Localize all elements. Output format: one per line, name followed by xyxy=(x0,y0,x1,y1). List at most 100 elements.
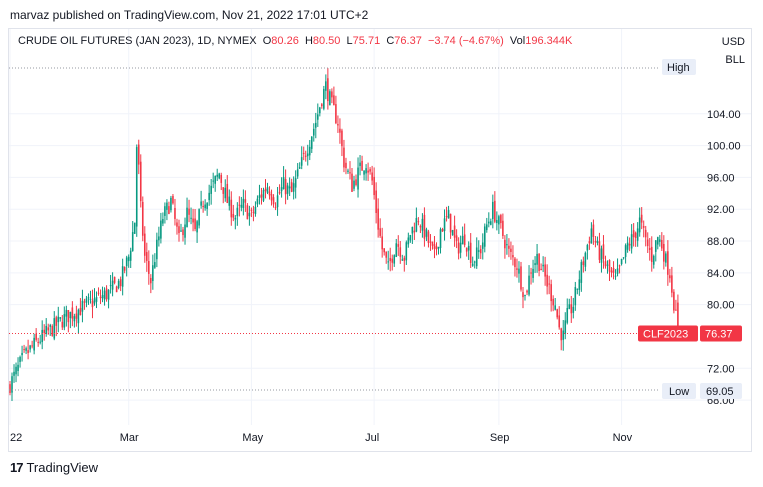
candle xyxy=(170,195,172,213)
candle xyxy=(323,85,325,111)
low-value: 75.71 xyxy=(352,35,381,47)
candle xyxy=(449,213,452,239)
y-tick-label: 100.00 xyxy=(707,141,741,153)
candle xyxy=(312,123,315,142)
candle xyxy=(226,175,229,204)
candle xyxy=(411,226,414,244)
footer[interactable]: 17 TradingView xyxy=(10,460,98,475)
candle xyxy=(117,278,120,290)
brand-name: TradingView xyxy=(26,460,99,475)
candle xyxy=(55,315,58,337)
candle xyxy=(610,267,613,278)
ohlc-legend: CRUDE OIL FUTURES (JAN 2023), 1D, NYMEX … xyxy=(18,35,572,47)
candle xyxy=(105,285,108,302)
candle xyxy=(137,139,140,175)
candle xyxy=(49,323,52,336)
y-tick-label: 72.00 xyxy=(707,363,735,375)
candle xyxy=(586,243,589,260)
candle xyxy=(182,226,184,242)
y-tick-label: 88.00 xyxy=(707,236,735,248)
candle xyxy=(576,288,579,295)
candle xyxy=(270,189,273,206)
unit-label: BLL xyxy=(725,54,745,66)
close-value: 76.37 xyxy=(394,35,422,47)
high-value: 80.50 xyxy=(312,35,341,47)
candle xyxy=(146,242,148,272)
candle xyxy=(160,212,162,244)
candle xyxy=(671,266,673,298)
candle xyxy=(415,207,418,233)
change-value: −3.74 (−4.67%) xyxy=(427,35,504,47)
candle xyxy=(232,204,235,222)
candle xyxy=(268,186,271,200)
candle xyxy=(598,232,601,264)
candle xyxy=(413,222,416,240)
candle xyxy=(363,170,365,181)
candle xyxy=(393,254,396,267)
candle xyxy=(335,95,337,125)
grid-lines xyxy=(9,29,751,425)
candle xyxy=(441,227,444,232)
candle xyxy=(656,236,659,250)
candle xyxy=(246,203,249,220)
candle xyxy=(465,247,468,257)
candle xyxy=(423,207,426,247)
candle xyxy=(327,68,329,110)
candle xyxy=(594,235,597,248)
candle xyxy=(642,220,645,238)
candle xyxy=(166,199,168,221)
candle xyxy=(13,364,15,383)
candle xyxy=(196,219,198,243)
candle xyxy=(481,233,484,260)
candle xyxy=(349,161,351,180)
open-key: O xyxy=(262,35,272,47)
candle xyxy=(61,315,64,330)
candle xyxy=(512,245,514,266)
candle xyxy=(435,242,438,256)
candle xyxy=(622,257,625,260)
candle xyxy=(11,372,13,402)
candle xyxy=(389,247,392,272)
candle xyxy=(174,198,176,226)
candle xyxy=(431,241,434,250)
candle xyxy=(518,261,520,283)
candle xyxy=(592,219,595,245)
candle xyxy=(321,102,323,109)
candle xyxy=(485,217,488,233)
candle xyxy=(496,211,498,231)
candle xyxy=(43,324,45,341)
candle xyxy=(608,259,611,281)
candle xyxy=(341,128,343,157)
candle xyxy=(475,237,478,269)
candle xyxy=(63,306,66,331)
candle xyxy=(230,191,233,226)
candle xyxy=(77,308,80,334)
candle xyxy=(180,223,182,232)
candle xyxy=(542,256,544,272)
candle xyxy=(266,182,269,195)
candle xyxy=(200,190,202,209)
candle xyxy=(127,254,130,268)
close-key: C xyxy=(386,35,395,47)
candle xyxy=(252,205,255,222)
candle xyxy=(624,243,627,264)
candle xyxy=(419,224,422,234)
candle xyxy=(319,106,321,117)
candle xyxy=(210,178,212,205)
candle xyxy=(194,208,196,232)
volume-value: 196.344K xyxy=(525,35,573,47)
candle xyxy=(129,247,132,269)
candle xyxy=(256,195,259,208)
last-price-tag xyxy=(700,325,742,342)
candle xyxy=(461,226,464,245)
candle xyxy=(47,323,50,335)
candle xyxy=(648,237,651,261)
candle xyxy=(190,207,192,225)
candle xyxy=(218,172,221,180)
candle xyxy=(83,298,86,310)
candle xyxy=(659,235,661,247)
candle xyxy=(578,270,581,296)
x-tick-label: Jul xyxy=(365,432,379,444)
candle xyxy=(544,256,546,286)
